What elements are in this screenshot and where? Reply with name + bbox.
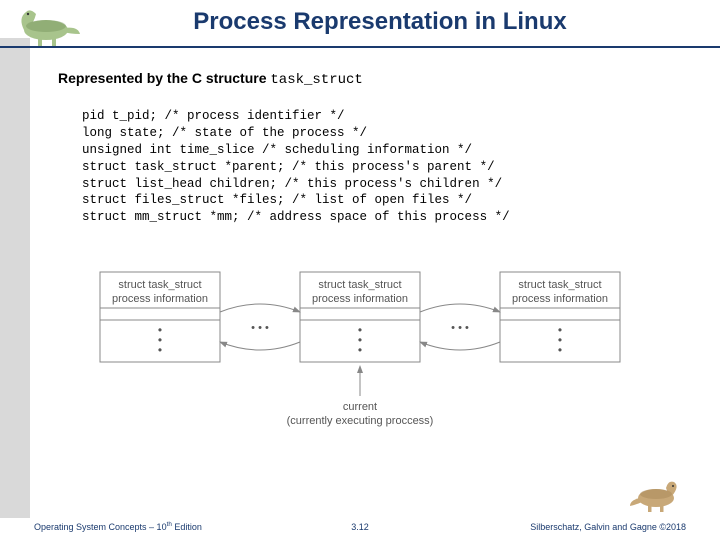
svg-text:struct task_struct: struct task_struct	[518, 279, 601, 291]
svg-text:process information: process information	[312, 293, 408, 305]
process-list-diagram: struct task_structprocess information • • •…	[90, 262, 630, 442]
left-stripe	[0, 38, 30, 518]
slide-footer: Operating System Concepts – 10th Edition…	[0, 514, 720, 540]
subtitle-text: Represented by the C structure	[58, 70, 270, 86]
subtitle: Represented by the C structure task_stru…	[58, 70, 678, 88]
svg-text:• • •: • • •	[451, 322, 469, 334]
dinosaur-icon-left	[12, 4, 82, 48]
slide-header: Process Representation in Linux	[0, 0, 720, 48]
subtitle-code: task_struct	[270, 72, 362, 88]
code-block: pid t_pid; /* process identifier */ long…	[82, 108, 678, 226]
svg-text:(currently executing proccess): (currently executing proccess)	[287, 415, 434, 427]
svg-text:struct task_struct: struct task_struct	[118, 279, 201, 291]
svg-text:•: •	[158, 343, 162, 357]
svg-text:process information: process information	[112, 293, 208, 305]
dinosaur-icon-right	[628, 478, 684, 514]
svg-text:• • •: • • •	[251, 322, 269, 334]
svg-text:•: •	[358, 343, 362, 357]
svg-text:current: current	[343, 401, 377, 413]
svg-text:struct task_struct: struct task_struct	[318, 279, 401, 291]
slide-title: Process Representation in Linux	[20, 8, 700, 40]
svg-text:•: •	[558, 343, 562, 357]
slide-content: Represented by the C structure task_stru…	[58, 70, 678, 226]
svg-text:process information: process information	[512, 293, 608, 305]
footer-copyright: Silberschatz, Galvin and Gagne ©2018	[530, 522, 686, 532]
